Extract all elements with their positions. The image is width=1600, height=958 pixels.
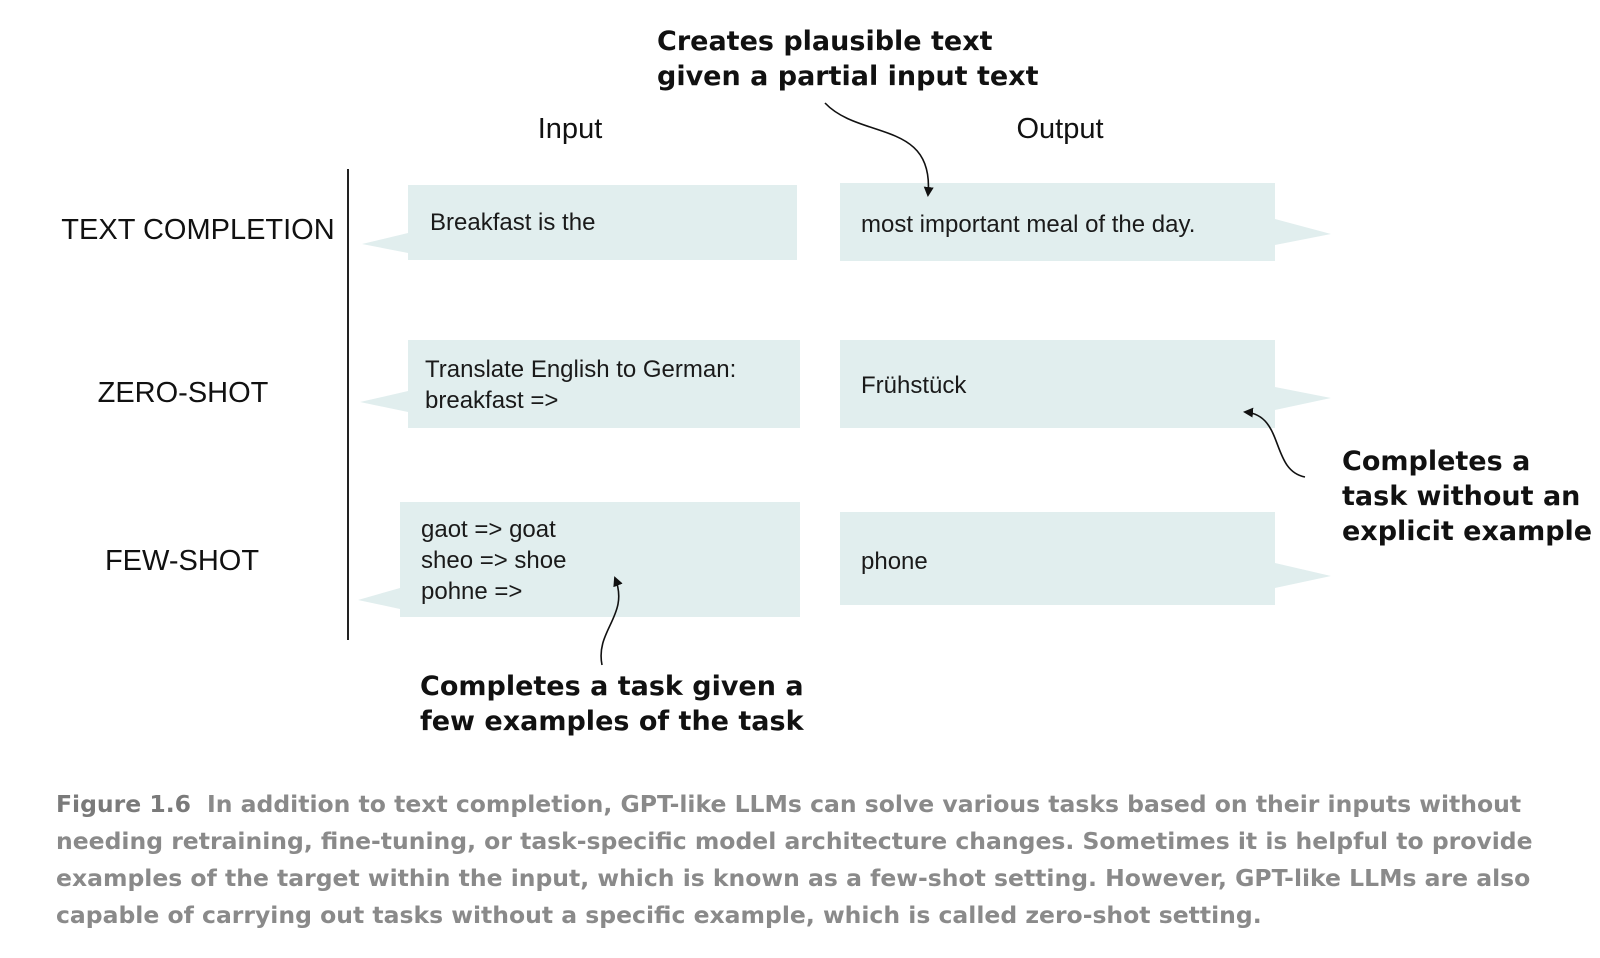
input-text-line: breakfast => [425,387,558,414]
input-text-line: Translate English to German: [425,356,736,383]
annotation-right: Completes a task without an explicit exa… [1243,407,1592,547]
output-bubble-zero-shot: Frühstück [840,340,1331,428]
annotation-bottom-line: few examples of the task [420,706,805,737]
caption-text: In addition to text completion, GPT-like… [56,790,1533,929]
output-text-line: most important meal of the day. [861,211,1195,238]
input-column-header: Input [538,113,603,145]
annotation-bottom: Completes a task given a few examples of… [420,576,805,737]
annotation-right-line: explicit example [1342,516,1592,547]
input-text-line: pohne => [421,578,522,605]
row-label-zero-shot: ZERO-SHOT [98,377,269,409]
arrow-right [1243,407,1306,478]
annotation-right-line: task without an [1342,481,1580,512]
arrow-top [824,102,934,197]
output-bubble-few-shot: phone [840,512,1331,605]
output-text-line: Frühstück [861,372,967,399]
row-label-text-completion: TEXT COMPLETION [61,214,334,246]
output-text-line: phone [861,548,928,575]
input-text-line: Breakfast is the [430,209,595,236]
annotation-right-line: Completes a [1342,446,1530,477]
annotation-top-line: Creates plausible text [657,26,993,57]
figure-caption: Figure 1.6 In addition to text completion… [56,786,1566,934]
input-bubble-zero-shot: Translate English to German: breakfast =… [360,340,800,428]
input-text-line: gaot => goat [421,516,556,543]
arrow-bottom [600,576,623,666]
output-column-header: Output [1016,113,1103,145]
annotation-bottom-line: Completes a task given a [420,671,804,702]
input-text-line: sheo => shoe [421,547,566,574]
output-bubble-text-completion: most important meal of the day. [840,183,1331,261]
annotation-top-line: given a partial input text [657,61,1039,92]
input-bubble-text-completion: Breakfast is the [362,185,797,260]
figure-number: Figure 1.6 [56,790,191,818]
row-label-few-shot: FEW-SHOT [105,545,259,577]
input-bubble-few-shot: gaot => goat sheo => shoe pohne => [358,502,800,617]
annotation-top: Creates plausible text given a partial i… [657,26,1039,197]
figure-diagram: Input Output TEXT COMPLETION ZERO-SHOT F… [61,26,1592,737]
